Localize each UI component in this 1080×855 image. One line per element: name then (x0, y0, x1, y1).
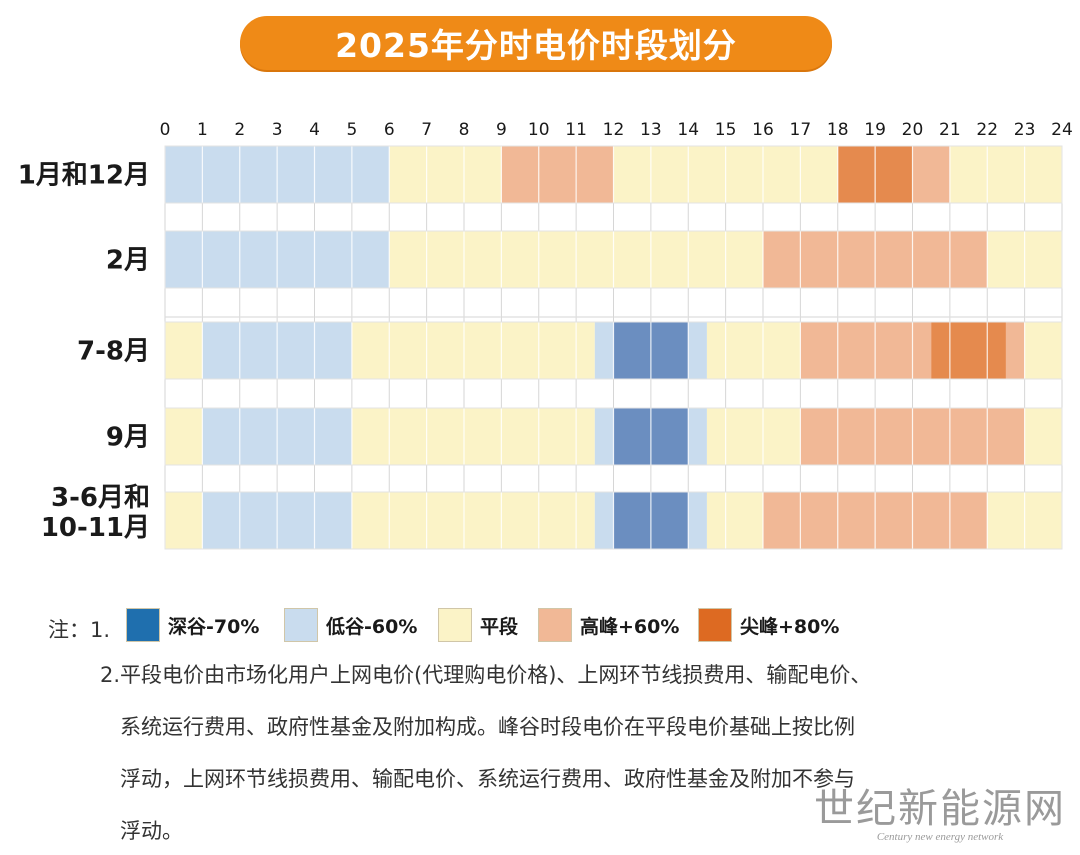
x-tick-label: 16 (752, 120, 774, 140)
segment-valley (594, 408, 614, 465)
x-tick-label: 20 (902, 120, 924, 140)
segment-peak (1005, 322, 1025, 379)
title-banner: 2025年分时电价时段划分 (240, 16, 832, 70)
legend-swatch-flat (438, 608, 472, 642)
legend-label-deep-valley: 深谷-70% (168, 615, 260, 638)
segment-valley (594, 322, 614, 379)
x-tick-label: 9 (496, 120, 507, 140)
page-title: 2025年分时电价时段划分 (335, 26, 737, 65)
segment-valley (594, 492, 614, 549)
segment-flat (165, 408, 203, 465)
segment-valley (688, 408, 707, 465)
row-border (164, 230, 1063, 289)
tou-schedule-chart: 0 1 2 3 4 5 6 7 8 9 10 11 12 13 14 15 16 17 18 19 20 21 22 23 24… (18, 120, 1073, 550)
segment-sharp-peak (931, 322, 1006, 379)
row-label: 1月和12月 (18, 161, 150, 191)
x-tick-label: 10 (528, 120, 550, 140)
x-tick-label: 0 (160, 120, 171, 140)
row-label: 2月 (106, 246, 150, 276)
x-tick-label: 21 (939, 120, 961, 140)
x-tick-label: 23 (1014, 120, 1036, 140)
watermark-cn: 世纪新能源网 (814, 786, 1066, 832)
x-tick-label: 13 (640, 120, 662, 140)
row-label: 3-6月和 (51, 483, 150, 513)
note-prefix: 注：1. (48, 618, 111, 642)
x-tick-label: 17 (790, 120, 812, 140)
x-tick-label: 15 (715, 120, 737, 140)
row-label: 9月 (106, 423, 150, 453)
segment-flat (949, 146, 1062, 203)
legend-swatch-deep-valley (126, 608, 160, 642)
segment-flat (706, 322, 801, 379)
x-tick-label: 19 (864, 120, 886, 140)
row-border (164, 407, 1063, 466)
note-line-3: 浮动，上网环节线损费用、输配电价、系统运行费用、政府性基金及附加不参与 (120, 767, 855, 791)
segment-valley (688, 322, 707, 379)
row-border (164, 321, 1063, 380)
x-tick-label: 14 (677, 120, 699, 140)
segment-peak (800, 322, 932, 379)
legend-label-peak: 高峰+60% (580, 615, 680, 638)
legend-peak: 高峰+60% (538, 608, 679, 642)
x-tick-label: 1 (197, 120, 208, 140)
x-tick-label: 6 (384, 120, 395, 140)
row-label: 10-11月 (41, 513, 150, 543)
legend-swatch-peak (538, 608, 572, 642)
legend-label-flat: 平段 (480, 615, 519, 638)
segment-valley (688, 492, 707, 549)
segment-flat (351, 408, 595, 465)
x-tick-label: 12 (603, 120, 625, 140)
note-line-1: 2.平段电价由市场化用户上网电价(代理购电价格)、上网环节线损费用、输配电价、 (100, 663, 872, 687)
segment-flat (165, 322, 203, 379)
segment-flat (351, 322, 595, 379)
legend-flat: 平段 (438, 608, 518, 642)
watermark-logo: 世纪新能源网 Century new energy network (814, 787, 1066, 843)
x-tick-label: 2 (234, 120, 245, 140)
row-border (164, 491, 1063, 550)
segment-peak (501, 146, 614, 203)
legend-swatch-sharp-peak (698, 608, 732, 642)
segment-flat (1024, 322, 1062, 379)
segment-flat (706, 408, 801, 465)
segment-flat (351, 492, 595, 549)
legend-valley: 低谷-60% (284, 608, 417, 642)
x-tick-label: 11 (565, 120, 587, 140)
x-tick-label: 8 (459, 120, 470, 140)
legend-sharp-peak: 尖峰+80% (698, 608, 839, 642)
segment-flat (165, 492, 203, 549)
legend-label-sharp-peak: 尖峰+80% (740, 615, 840, 638)
x-tick-label: 22 (976, 120, 998, 140)
segment-flat (389, 146, 502, 203)
x-tick-label: 5 (346, 120, 357, 140)
legend-deep-valley: 深谷-70% (126, 608, 259, 642)
x-tick-label: 24 (1051, 120, 1073, 140)
segment-flat (1024, 408, 1062, 465)
x-tick-label: 18 (827, 120, 849, 140)
note-line-4: 浮动。 (120, 819, 183, 843)
note-line-2: 系统运行费用、政府性基金及附加构成。峰谷时段电价在平段电价基础上按比例 (120, 715, 855, 739)
row-label: 7-8月 (77, 337, 150, 367)
row-border (164, 145, 1063, 204)
x-tick-label: 4 (309, 120, 320, 140)
segment-flat (706, 492, 763, 549)
legend-swatch-valley (284, 608, 318, 642)
x-tick-label: 7 (421, 120, 432, 140)
watermark-en: Century new energy network (876, 831, 1004, 843)
x-tick-label: 3 (272, 120, 283, 140)
legend-label-valley: 低谷-60% (326, 615, 418, 638)
segment-peak (912, 146, 950, 203)
